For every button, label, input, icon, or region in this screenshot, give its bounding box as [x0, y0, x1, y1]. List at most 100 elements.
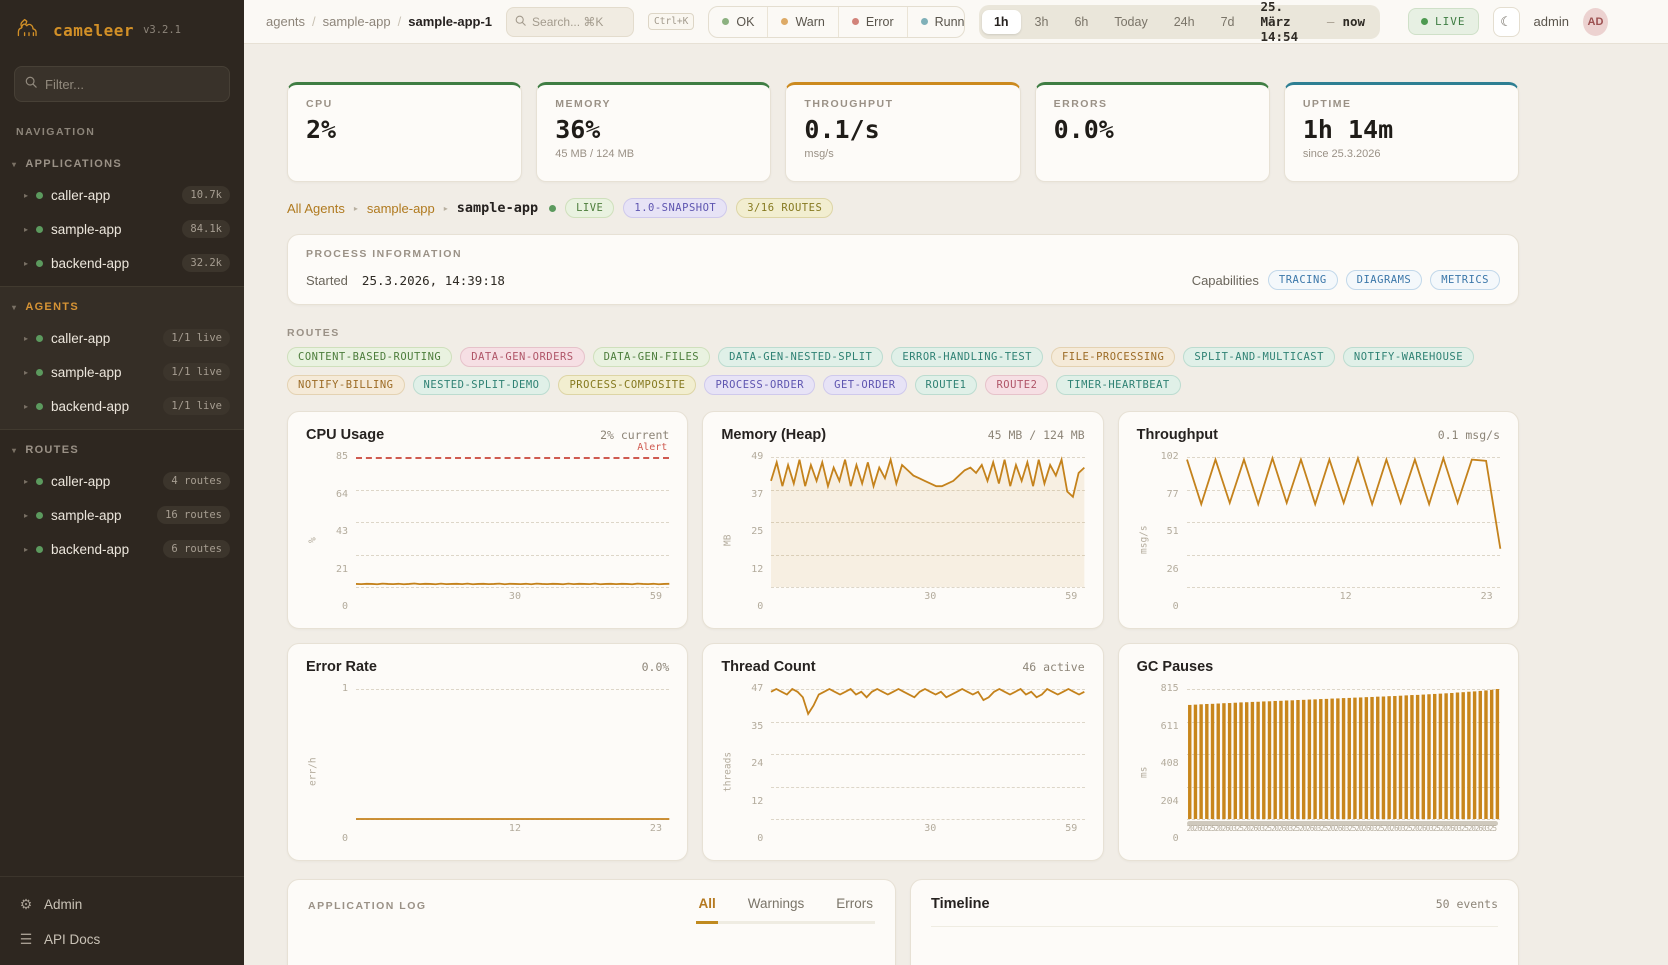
x-axis-scroll-band[interactable]: [1186, 821, 1498, 826]
route-badge[interactable]: DATA-GEN-FILES: [592, 347, 711, 367]
y-tick-label: 25: [751, 526, 764, 537]
sidebar-item-badge: 32.2k: [182, 254, 230, 272]
route-badge[interactable]: ERROR-HANDLING-TEST: [891, 347, 1043, 367]
y-tick-label: 204: [1160, 795, 1179, 807]
y-tick-label: 611: [1160, 720, 1179, 732]
x-axis-ticks: 30 59: [356, 591, 669, 607]
chart-plot: [771, 457, 1085, 588]
caret-down-icon: ▾: [12, 302, 18, 312]
agent-breadcrumb-link[interactable]: sample-app: [366, 200, 435, 216]
footer-item-api-docs[interactable]: ☰ API Docs: [0, 922, 244, 957]
y-tick-label: 24: [751, 758, 764, 769]
x-tick-label: 23: [649, 823, 662, 834]
log-tab-warnings[interactable]: Warnings: [747, 896, 805, 911]
sidebar-item-caller-app[interactable]: ▸ caller-app 4 routes: [0, 464, 244, 498]
x-tick-label: 30: [924, 591, 937, 602]
nav-sections: ▾ APPLICATIONS ▸ caller-app 10.7k ▸ sample-app…: [0, 144, 244, 572]
sidebar-item-badge: 4 routes: [163, 472, 230, 490]
chart-area: threads 47 35 24 12 0 30 59: [721, 683, 1084, 844]
route-badge[interactable]: CONTENT-BASED-ROUTING: [287, 347, 453, 367]
gear-icon: ⚙: [19, 896, 33, 912]
stat-value: 36%: [555, 115, 601, 144]
route-badge[interactable]: SPLIT-AND-MULTICAST: [1183, 347, 1335, 367]
time-range-3h[interactable]: 3h: [1023, 10, 1061, 34]
sidebar-item-backend-app[interactable]: ▸ backend-app 6 routes: [0, 532, 244, 566]
route-badge[interactable]: PROCESS-ORDER: [704, 375, 816, 395]
search-input[interactable]: [532, 14, 626, 29]
breadcrumb-segment[interactable]: agents: [266, 14, 306, 29]
gridline: [1186, 689, 1500, 690]
chevron-right-icon: ▸: [24, 401, 29, 411]
route-badge[interactable]: GET-ORDER: [823, 375, 907, 395]
datetime-separator: —: [1326, 14, 1335, 29]
stat-cards-row: CPU 2% MEMORY 36% 45 MB / 124 MB THROUGHPUT 0.…: [287, 82, 1520, 182]
route-badge[interactable]: FILE-PROCESSING: [1050, 347, 1176, 367]
filter-input[interactable]: [45, 76, 219, 92]
route-badge[interactable]: DATA-GEN-ORDERS: [460, 347, 585, 367]
status-filter-error[interactable]: Error: [839, 6, 908, 37]
time-range-6h[interactable]: 6h: [1062, 10, 1100, 34]
chart-card-error-rate: Error Rate 0.0% err/h 1 0 12 23: [287, 643, 689, 861]
y-tick-label: 12: [751, 563, 764, 575]
status-filter-ok[interactable]: OK: [709, 6, 769, 37]
chart-plot: 2026032520260325202603252026032520260325…: [1186, 689, 1500, 833]
sidebar-item-backend-app[interactable]: ▸ backend-app 1/1 live: [0, 389, 244, 423]
gridline: [771, 522, 1085, 523]
route-badge[interactable]: NOTIFY-BILLING: [287, 375, 405, 395]
stat-label: THROUGHPUT: [804, 98, 894, 110]
agent-breadcrumb-link[interactable]: All Agents: [287, 200, 345, 216]
gridline: [771, 554, 1085, 556]
route-badge[interactable]: ROUTE1: [914, 375, 978, 395]
plot-wrapper: 30 59: [771, 689, 1084, 839]
global-search[interactable]: [506, 6, 635, 37]
app-logo[interactable]: cameleer v3.2.1: [0, 0, 244, 58]
route-badge[interactable]: TIMER-HEARTBEAT: [1056, 375, 1181, 395]
log-tab-all[interactable]: All: [696, 896, 718, 924]
chart-title: Memory (Heap): [721, 427, 827, 443]
theme-toggle-button[interactable]: ☾: [1492, 6, 1520, 37]
section-header-routes[interactable]: ▾ ROUTES: [0, 438, 244, 464]
sidebar-item-sample-app[interactable]: ▸ sample-app 16 routes: [0, 498, 244, 532]
section-label: AGENTS: [25, 301, 79, 313]
sidebar-filter[interactable]: [14, 66, 230, 102]
y-axis-unit-label: threads: [722, 751, 734, 793]
nav-section-agents: ▾ AGENTS ▸ caller-app 1/1 live ▸ sample-app 1/1…: [0, 286, 244, 430]
avatar[interactable]: AD: [1582, 7, 1608, 36]
route-badge[interactable]: PROCESS-COMPOSITE: [558, 375, 697, 395]
status-dot-icon: [36, 259, 44, 267]
footer-item-admin[interactable]: ⚙ Admin: [0, 887, 244, 922]
route-badge[interactable]: NESTED-SPLIT-DEMO: [412, 375, 551, 395]
y-tick-label: 85: [335, 451, 348, 462]
breadcrumb-segment[interactable]: sample-app: [322, 14, 391, 29]
section-header-applications[interactable]: ▾ APPLICATIONS: [0, 152, 244, 178]
breadcrumb-segment: sample-app-1: [408, 14, 493, 29]
agent-badge-live: LIVE: [565, 198, 615, 218]
route-badge[interactable]: NOTIFY-WAREHOUSE: [1342, 347, 1475, 367]
status-filter-warn[interactable]: Warn: [768, 6, 839, 37]
live-badge[interactable]: LIVE: [1408, 8, 1479, 35]
datetime-range[interactable]: 25. März 14:54 — now: [1248, 0, 1377, 44]
stat-subtext: since 25.3.2026: [1302, 148, 1381, 160]
route-badge[interactable]: DATA-GEN-NESTED-SPLIT: [718, 347, 884, 367]
stat-label: MEMORY: [555, 98, 612, 110]
status-filter-running[interactable]: Running: [908, 7, 964, 37]
sidebar-item-caller-app[interactable]: ▸ caller-app 1/1 live: [0, 321, 244, 355]
sidebar-item-backend-app[interactable]: ▸ backend-app 32.2k: [0, 246, 244, 280]
stat-value: 2%: [306, 115, 337, 144]
sidebar-item-caller-app[interactable]: ▸ caller-app 10.7k: [0, 178, 244, 212]
time-range-24h[interactable]: 24h: [1162, 10, 1207, 34]
stat-value: 1h 14m: [1302, 115, 1394, 144]
agent-live-dot-icon: [549, 204, 557, 212]
sidebar-item-sample-app[interactable]: ▸ sample-app 1/1 live: [0, 355, 244, 389]
route-badge[interactable]: ROUTE2: [985, 375, 1049, 395]
time-range-1h[interactable]: 1h: [981, 9, 1021, 34]
chevron-right-icon: ▸: [24, 476, 29, 486]
status-filter-group: OK Warn Error Running: [708, 5, 965, 38]
time-range-today[interactable]: Today: [1102, 10, 1159, 34]
time-range-7d[interactable]: 7d: [1209, 10, 1247, 34]
stat-subtext: msg/s: [804, 148, 834, 160]
log-tab-errors[interactable]: Errors: [836, 896, 873, 911]
sidebar-item-sample-app[interactable]: ▸ sample-app 84.1k: [0, 212, 244, 246]
section-header-agents[interactable]: ▾ AGENTS: [0, 295, 244, 321]
chart-header: CPU Usage 2% current: [306, 427, 669, 443]
